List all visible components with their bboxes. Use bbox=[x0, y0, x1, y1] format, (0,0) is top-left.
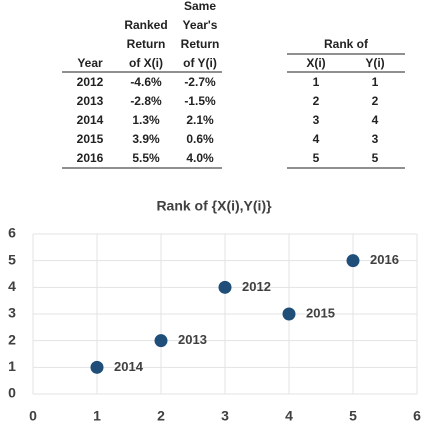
point bbox=[346, 254, 360, 268]
table-cell: 3 bbox=[313, 113, 320, 127]
column-header: Y(i) bbox=[365, 56, 384, 70]
table-cell: 5.5% bbox=[132, 151, 160, 165]
table-cell: -4.6% bbox=[130, 75, 162, 89]
point bbox=[282, 307, 296, 321]
chart-title: Rank of {X(i),Y(i)} bbox=[156, 198, 272, 214]
table-cell: 5 bbox=[372, 151, 379, 165]
point-label: 2013 bbox=[178, 332, 207, 347]
table-cell: 0.6% bbox=[186, 132, 214, 146]
column-header: Return bbox=[181, 37, 220, 51]
table-cell: -2.7% bbox=[184, 75, 216, 89]
point-label: 2015 bbox=[306, 305, 335, 320]
y-tick-label: 3 bbox=[8, 305, 16, 321]
y-tick-label: 6 bbox=[8, 225, 16, 241]
point bbox=[154, 334, 168, 348]
x-tick-label: 3 bbox=[221, 408, 229, 424]
table-cell: 2016 bbox=[77, 151, 104, 165]
y-tick-label: 1 bbox=[8, 358, 16, 374]
table-cell: 5 bbox=[313, 151, 320, 165]
table-cell: 2 bbox=[313, 94, 320, 108]
point-label: 2012 bbox=[242, 279, 271, 294]
table-cell: 2015 bbox=[77, 132, 104, 146]
y-tick-label: 0 bbox=[8, 385, 16, 401]
y-tick-label: 2 bbox=[8, 331, 16, 347]
point-label: 2014 bbox=[114, 359, 144, 374]
column-header: X(i) bbox=[306, 56, 325, 70]
x-tick-label: 2 bbox=[157, 408, 165, 424]
table-cell: -2.8% bbox=[130, 94, 162, 108]
table-cell: 4 bbox=[372, 113, 379, 127]
table-cell: 1 bbox=[372, 75, 379, 89]
column-header: Return bbox=[127, 37, 166, 51]
table-cell: 2013 bbox=[77, 94, 104, 108]
column-header: Same bbox=[184, 0, 216, 13]
x-tick-label: 6 bbox=[413, 408, 421, 424]
column-header: Year bbox=[77, 56, 103, 70]
y-tick-label: 4 bbox=[8, 278, 16, 294]
column-header: Year's bbox=[183, 18, 218, 32]
column-header: Ranked bbox=[124, 18, 167, 32]
table-cell: 4.0% bbox=[186, 151, 214, 165]
point bbox=[90, 360, 104, 374]
table-cell: 4 bbox=[313, 132, 320, 146]
table-cell: 2.1% bbox=[186, 113, 214, 127]
column-header: of Y(i) bbox=[183, 56, 217, 70]
table-cell: 3.9% bbox=[132, 132, 160, 146]
table-cell: 1.3% bbox=[132, 113, 160, 127]
table-cell: -1.5% bbox=[184, 94, 216, 108]
x-tick-label: 0 bbox=[29, 408, 37, 424]
x-tick-label: 4 bbox=[285, 408, 293, 424]
column-header: of X(i) bbox=[129, 56, 163, 70]
point bbox=[218, 280, 232, 294]
table-cell: 2 bbox=[372, 94, 379, 108]
table-cell: 2012 bbox=[77, 75, 104, 89]
table-cell: 3 bbox=[372, 132, 379, 146]
point-label: 2016 bbox=[370, 252, 399, 267]
table-cell: 1 bbox=[313, 75, 320, 89]
group-header: Rank of bbox=[324, 37, 369, 51]
x-tick-label: 1 bbox=[93, 408, 101, 424]
table-cell: 2014 bbox=[77, 113, 104, 127]
y-tick-label: 5 bbox=[8, 251, 16, 267]
x-tick-label: 5 bbox=[349, 408, 357, 424]
